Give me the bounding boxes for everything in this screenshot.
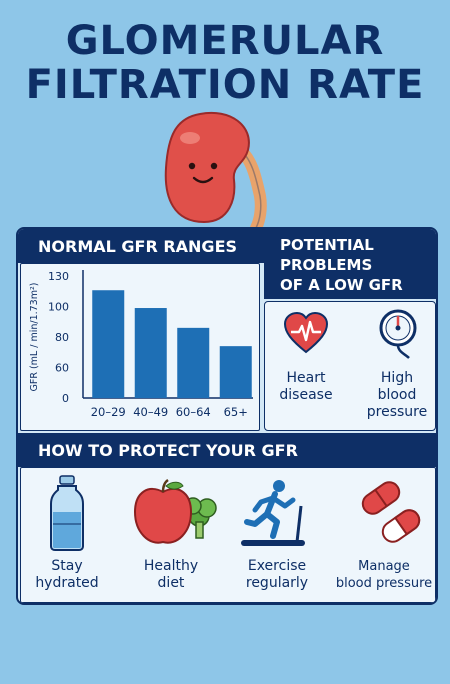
page-title-line-2: FILTRATION RATE	[25, 62, 425, 108]
gfr-bar-chart: 0 60 80 100 130 GFR (mL / min/1.73m²) 20–29 40–…	[29, 270, 253, 419]
protect-tips-box: Stay hydrated Healthy diet Exercise regu…	[20, 467, 436, 603]
bar-3	[219, 346, 252, 398]
problem-label-line: High	[380, 370, 414, 386]
problems-heading-line-2: PROBLEMS	[280, 256, 373, 274]
problem-label-line: disease	[279, 387, 333, 403]
tip-stay-hydrated-label: Stay hydrated	[18, 558, 116, 592]
problems-box: Heart disease High blood pressure	[264, 301, 436, 431]
x-tick-label: 65+	[224, 405, 248, 419]
y-tick-label: 130	[48, 270, 69, 283]
y-tick-label: 60	[55, 362, 69, 375]
page-title-line-1: GLOMERULAR	[65, 18, 385, 64]
problem-label-line: pressure	[366, 404, 428, 420]
bar-2	[177, 327, 210, 398]
problem-high-blood-pressure-label: High blood pressure	[359, 370, 435, 421]
info-panel: NORMAL GFR RANGES POTENTIAL PROBLEMS OF …	[16, 227, 438, 605]
treadmill-runner-icon	[241, 480, 305, 546]
problem-label-line: blood	[377, 387, 417, 403]
y-tick-label: 0	[62, 392, 69, 405]
tip-label-line: regularly	[245, 575, 309, 591]
bar-0	[92, 290, 125, 398]
heart-icon	[283, 312, 329, 354]
x-tick-label: 20–29	[91, 405, 126, 419]
tip-label-line: blood pressure	[335, 576, 433, 591]
normal-gfr-ranges-heading: NORMAL GFR RANGES	[18, 229, 264, 263]
gfr-chart: 0 60 80 100 130 GFR (mL / min/1.73m²) 20–29 40–…	[20, 263, 260, 431]
protect-gfr-heading: HOW TO PROTECT YOUR GFR	[18, 433, 436, 467]
problem-label-line: Heart	[286, 370, 326, 386]
tip-healthy-diet-label: Healthy diet	[122, 558, 220, 592]
tip-label-line: diet	[157, 575, 185, 591]
x-tick-label: 60–64	[176, 405, 211, 419]
water-bottle-icon	[50, 475, 84, 551]
problems-heading-line-3: OF A LOW GFR	[280, 276, 403, 294]
kidney-mascot-icon	[164, 111, 267, 230]
tip-label-line: Exercise	[247, 558, 307, 574]
y-axis-label: GFR (mL / min/1.73m²)	[29, 283, 40, 392]
y-tick-label: 80	[55, 331, 69, 344]
pills-icon	[361, 481, 421, 543]
tip-manage-blood-pressure-label: Manage blood pressure	[331, 558, 436, 592]
tip-label-line: Stay	[51, 558, 83, 574]
bar-1	[134, 308, 167, 398]
tip-label-line: hydrated	[35, 575, 99, 591]
tip-label-line: Healthy	[143, 558, 199, 574]
tip-label-line: Manage	[358, 559, 410, 574]
problem-heart-disease-label: Heart disease	[268, 370, 344, 404]
gauge-icon	[379, 309, 417, 359]
tip-exercise-regularly-label: Exercise regularly	[228, 558, 326, 592]
y-tick-label: 100	[48, 301, 69, 314]
low-gfr-problems-heading: POTENTIAL PROBLEMS OF A LOW GFR	[264, 229, 436, 299]
problems-heading-line-1: POTENTIAL	[280, 236, 374, 254]
x-tick-label: 40–49	[133, 405, 168, 419]
apple-broccoli-icon	[133, 478, 217, 544]
